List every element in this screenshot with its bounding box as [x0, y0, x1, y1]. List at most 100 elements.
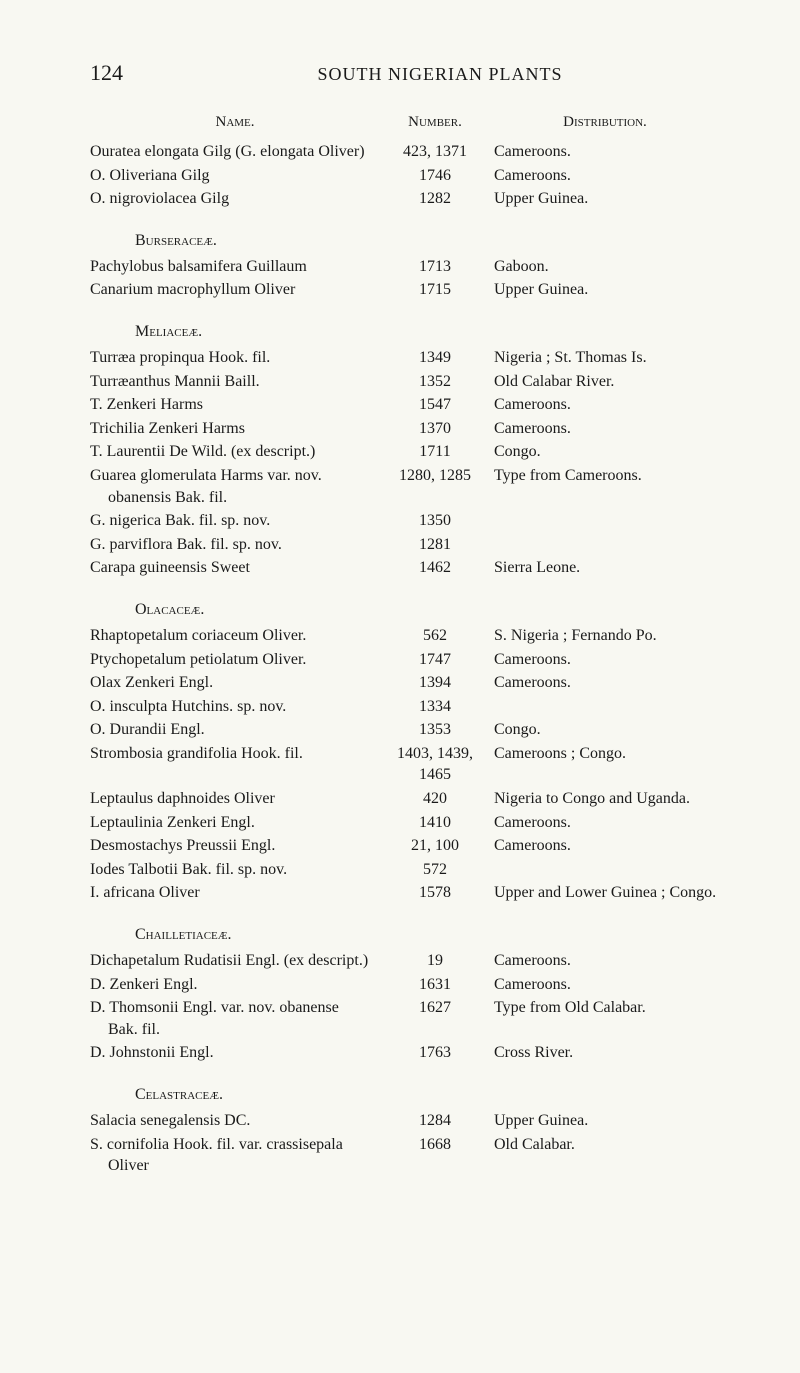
table-row: Canarium macrophyllum Oliver1715Upper Gu…	[90, 279, 720, 301]
species-name: T. Zenkeri Harms	[90, 394, 380, 416]
family-heading: Meliaceæ.	[90, 323, 720, 341]
specimen-number: 1370	[380, 418, 490, 440]
species-name: O. Durandii Engl.	[90, 719, 380, 741]
species-name: Ptychopetalum petiolatum Oliver.	[90, 649, 380, 671]
specimen-number: 1350	[380, 510, 490, 532]
specimen-number: 1713	[380, 256, 490, 278]
specimen-number: 1763	[380, 1042, 490, 1064]
specimen-number: 1334	[380, 696, 490, 718]
distribution: Congo.	[490, 719, 720, 741]
specimen-number: 1715	[380, 279, 490, 301]
col-header-distribution: Distribution.	[490, 114, 720, 131]
species-name: Leptaulus daphnoides Oliver	[90, 788, 380, 810]
species-name: D. Thomsonii Engl. var. nov. obanense Ba…	[90, 997, 380, 1040]
species-name: D. Johnstonii Engl.	[90, 1042, 380, 1064]
species-name: Dichapetalum Rudatisii Engl. (ex descrip…	[90, 950, 380, 972]
species-name: Iodes Talbotii Bak. fil. sp. nov.	[90, 859, 380, 881]
species-name: O. Oliveriana Gilg	[90, 165, 380, 187]
col-header-name: Name.	[90, 114, 380, 131]
specimen-number: 572	[380, 859, 490, 881]
table-row: Turræa propinqua Hook. fil.1349Nigeria ;…	[90, 347, 720, 369]
page-number: 124	[90, 60, 160, 86]
species-name: Rhaptopetalum coriaceum Oliver.	[90, 625, 380, 647]
specimen-number: 1627	[380, 997, 490, 1019]
specimen-number: 1403, 1439, 1465	[380, 743, 490, 786]
family-heading: Celastraceæ.	[90, 1086, 720, 1104]
distribution: Upper and Lower Guinea ; Congo.	[490, 882, 720, 904]
species-name: Pachylobus balsamifera Guillaum	[90, 256, 380, 278]
species-name: G. parviflora Bak. fil. sp. nov.	[90, 534, 380, 556]
distribution: Cameroons.	[490, 649, 720, 671]
table-row: O. insculpta Hutchins. sp. nov.1334	[90, 696, 720, 718]
distribution: Cameroons.	[490, 141, 720, 163]
table-row: Ouratea elongata Gilg (G. elongata Olive…	[90, 141, 720, 163]
species-name: S. cornifolia Hook. fil. var. crassisepa…	[90, 1134, 380, 1177]
distribution: Type from Old Calabar.	[490, 997, 720, 1019]
specimen-number: 1547	[380, 394, 490, 416]
distribution: Nigeria ; St. Thomas Is.	[490, 347, 720, 369]
table-row: Turræanthus Mannii Baill.1352Old Calabar…	[90, 371, 720, 393]
distribution: Cameroons.	[490, 394, 720, 416]
species-name: Turræanthus Mannii Baill.	[90, 371, 380, 393]
species-name: Strombosia grandifolia Hook. fil.	[90, 743, 380, 765]
species-name: D. Zenkeri Engl.	[90, 974, 380, 996]
specimen-number: 423, 1371	[380, 141, 490, 163]
distribution: Upper Guinea.	[490, 188, 720, 210]
distribution: Cameroons.	[490, 165, 720, 187]
table-row: D. Johnstonii Engl.1763Cross River.	[90, 1042, 720, 1064]
species-name: O. insculpta Hutchins. sp. nov.	[90, 696, 380, 718]
table-row: I. africana Oliver1578Upper and Lower Gu…	[90, 882, 720, 904]
specimen-number: 420	[380, 788, 490, 810]
table-row: Guarea glomerulata Harms var. nov. obane…	[90, 465, 720, 508]
specimen-number: 562	[380, 625, 490, 647]
distribution: Cameroons.	[490, 812, 720, 834]
distribution: Upper Guinea.	[490, 1110, 720, 1132]
distribution: Sierra Leone.	[490, 557, 720, 579]
distribution: Cameroons.	[490, 835, 720, 857]
distribution: Nigeria to Congo and Uganda.	[490, 788, 720, 810]
distribution: Upper Guinea.	[490, 279, 720, 301]
species-name: Trichilia Zenkeri Harms	[90, 418, 380, 440]
distribution: Cameroons.	[490, 974, 720, 996]
table-row: Dichapetalum Rudatisii Engl. (ex descrip…	[90, 950, 720, 972]
species-name: Carapa guineensis Sweet	[90, 557, 380, 579]
species-name: Guarea glomerulata Harms var. nov. obane…	[90, 465, 380, 508]
column-headers: Name. Number. Distribution.	[90, 114, 720, 131]
specimen-number: 1352	[380, 371, 490, 393]
distribution: Cameroons.	[490, 418, 720, 440]
species-name: I. africana Oliver	[90, 882, 380, 904]
table-row: D. Thomsonii Engl. var. nov. obanense Ba…	[90, 997, 720, 1040]
specimen-number: 1349	[380, 347, 490, 369]
table-row: T. Laurentii De Wild. (ex descript.)1711…	[90, 441, 720, 463]
species-name: Desmostachys Preussii Engl.	[90, 835, 380, 857]
table-row: Leptaulus daphnoides Oliver420Nigeria to…	[90, 788, 720, 810]
distribution: Cameroons.	[490, 950, 720, 972]
col-header-number: Number.	[380, 114, 490, 131]
species-name: G. nigerica Bak. fil. sp. nov.	[90, 510, 380, 532]
entries-container: Ouratea elongata Gilg (G. elongata Olive…	[90, 141, 720, 1185]
table-row: Olax Zenkeri Engl.1394Cameroons.	[90, 672, 720, 694]
distribution: Old Calabar.	[490, 1134, 720, 1156]
specimen-number: 1281	[380, 534, 490, 556]
table-row: T. Zenkeri Harms1547Cameroons.	[90, 394, 720, 416]
table-row: Trichilia Zenkeri Harms1370Cameroons.	[90, 418, 720, 440]
table-row: D. Zenkeri Engl.1631Cameroons.	[90, 974, 720, 996]
table-row: Rhaptopetalum coriaceum Oliver.562S. Nig…	[90, 625, 720, 647]
table-row: Leptaulinia Zenkeri Engl.1410Cameroons.	[90, 812, 720, 834]
table-row: Iodes Talbotii Bak. fil. sp. nov.572	[90, 859, 720, 881]
table-row: G. nigerica Bak. fil. sp. nov.1350	[90, 510, 720, 532]
specimen-number: 1631	[380, 974, 490, 996]
species-name: Salacia senegalensis DC.	[90, 1110, 380, 1132]
species-name: T. Laurentii De Wild. (ex descript.)	[90, 441, 380, 463]
family-heading: Chailletiaceæ.	[90, 926, 720, 944]
distribution: Gaboon.	[490, 256, 720, 278]
specimen-number: 21, 100	[380, 835, 490, 857]
family-heading: Olacaceæ.	[90, 601, 720, 619]
specimen-number: 1353	[380, 719, 490, 741]
specimen-number: 1284	[380, 1110, 490, 1132]
species-name: Canarium macrophyllum Oliver	[90, 279, 380, 301]
species-name: Leptaulinia Zenkeri Engl.	[90, 812, 380, 834]
table-row: O. Durandii Engl.1353Congo.	[90, 719, 720, 741]
table-row: Desmostachys Preussii Engl.21, 100Camero…	[90, 835, 720, 857]
species-name: O. nigroviolacea Gilg	[90, 188, 380, 210]
